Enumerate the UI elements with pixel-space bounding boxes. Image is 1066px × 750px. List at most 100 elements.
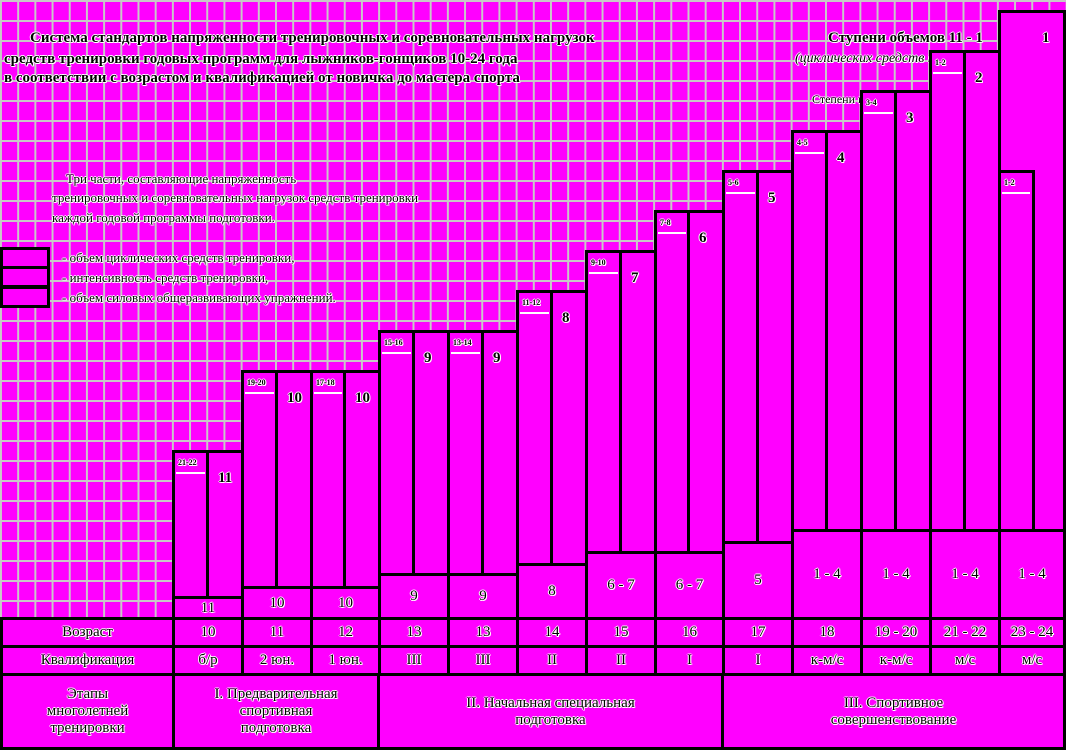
strength-value: 6 - 7 <box>675 577 704 593</box>
column-divider <box>894 90 897 532</box>
qual-cell: I <box>654 645 725 676</box>
age-value: 18 <box>819 624 835 640</box>
strength-value: 1 - 4 <box>882 566 910 582</box>
age-cell: 17 <box>722 617 794 648</box>
qual-value: III <box>406 652 422 668</box>
age-cell: 12 <box>310 617 381 648</box>
age-value: 12 <box>338 624 353 640</box>
strength-cell: 1 - 4 <box>998 529 1066 620</box>
qual-cell: к-м/с <box>791 645 863 676</box>
intensity-label: 1-2 <box>1004 178 1015 187</box>
intensity-underline <box>245 392 274 394</box>
strength-value: 9 <box>479 588 487 604</box>
qual-value: 1 юн. <box>328 652 363 668</box>
age-cell: 16 <box>654 617 725 648</box>
strength-value: 10 <box>269 594 285 611</box>
strength-value: 8 <box>548 583 556 599</box>
intensity-label: 15-16 <box>384 338 403 347</box>
intensity-label: 3-4 <box>866 98 877 107</box>
row-label-qual: Квалификация <box>0 645 175 676</box>
qual-value: к-м/с <box>810 652 844 668</box>
column-divider <box>825 130 828 532</box>
volume-label: 8 <box>562 310 570 326</box>
intensity-label: 11-12 <box>522 298 541 307</box>
age-value: 23 - 24 <box>1010 624 1054 640</box>
strength-cell: 6 - 7 <box>654 551 725 620</box>
volume-label: 1 <box>1042 30 1050 46</box>
intensity-label: 9-10 <box>591 258 606 267</box>
age-cell: 19 - 20 <box>860 617 932 648</box>
age-cell: 13 <box>447 617 519 648</box>
qual-cell: III <box>378 645 450 676</box>
legend-box-intensity <box>0 266 50 288</box>
intensity-label: 7-8 <box>660 218 671 227</box>
qual-cell: м/с <box>929 645 1001 676</box>
age-value: 13 <box>475 624 491 640</box>
intensity-underline <box>520 312 549 314</box>
column-divider <box>343 370 346 589</box>
column-divider <box>206 450 209 599</box>
legend-item-intensity: - интенсивность средств тренировки, <box>62 270 269 285</box>
title-line-3: в соответствии с возрастом и квалификаци… <box>4 70 520 86</box>
stage-3: III. Спортивное совершенствование <box>721 673 1066 750</box>
strength-cell: 8 <box>516 563 588 620</box>
volume-label: 11 <box>218 470 233 486</box>
intensity-underline <box>314 392 342 394</box>
volume-label: 10 <box>355 390 370 406</box>
stair-subcolumn <box>998 170 1035 532</box>
qual-value: 2 юн. <box>259 652 295 668</box>
strength-value: 9 <box>410 588 418 604</box>
volume-label: 5 <box>768 190 776 206</box>
intensity-underline <box>864 112 893 114</box>
intensity-underline <box>451 352 480 354</box>
strength-value: 10 <box>338 594 353 611</box>
qual-cell: III <box>447 645 519 676</box>
strength-cell: 6 - 7 <box>585 551 657 620</box>
column-divider <box>275 370 278 589</box>
column-divider <box>963 50 966 532</box>
strength-value: 6 - 7 <box>607 577 635 593</box>
qual-value: III <box>475 652 491 668</box>
qual-cell: II <box>516 645 588 676</box>
column-divider <box>412 330 415 576</box>
column-divider <box>756 170 759 544</box>
title-line-1: Система стандартов напряженности трениро… <box>30 30 595 46</box>
intensity-label: 1-2 <box>935 58 946 67</box>
qual-cell: I <box>722 645 794 676</box>
strength-value: 5 <box>754 572 762 588</box>
qual-value: м/с <box>954 652 976 668</box>
age-value: 21 - 22 <box>943 624 987 640</box>
strength-value: 1 - 4 <box>813 566 841 582</box>
legend-item-volume: - объем циклических средств тренировки, <box>62 250 295 265</box>
title-line-2: средств тренировки годовых программ для … <box>4 51 518 67</box>
age-cell: 23 - 24 <box>998 617 1066 648</box>
volume-label: 9 <box>424 350 432 366</box>
intensity-underline <box>795 152 824 154</box>
intensity-label: 19-20 <box>247 378 266 387</box>
intensity-underline <box>589 272 618 274</box>
qual-value: II <box>616 652 626 668</box>
stage-1: I. Предварительная спортивная подготовка <box>172 673 380 750</box>
intensity-underline <box>726 192 755 194</box>
intensity-underline <box>1002 192 1030 194</box>
volume-title: Ступени объемов 11 - 1 <box>828 30 983 46</box>
age-cell: 14 <box>516 617 588 648</box>
strength-cell: 1 - 4 <box>791 529 863 620</box>
volume-label: 10 <box>287 390 302 406</box>
column-divider <box>687 210 690 554</box>
strength-value: 1 - 4 <box>1018 566 1046 582</box>
legend-box-strength <box>0 286 50 308</box>
age-cell: 18 <box>791 617 863 648</box>
qual-value: II <box>547 652 557 668</box>
age-value: 15 <box>613 624 629 640</box>
column-divider <box>619 250 622 554</box>
volume-label: 9 <box>493 350 501 366</box>
strength-value: 11 <box>200 599 216 616</box>
intensity-label: 13-14 <box>453 338 472 347</box>
strength-value: 1 - 4 <box>951 566 979 582</box>
volume-label: 7 <box>631 270 639 286</box>
strength-cell: 5 <box>722 541 794 620</box>
age-value: 14 <box>544 624 560 640</box>
intensity-label: 17-18 <box>316 378 335 387</box>
intensity-underline <box>658 232 686 234</box>
